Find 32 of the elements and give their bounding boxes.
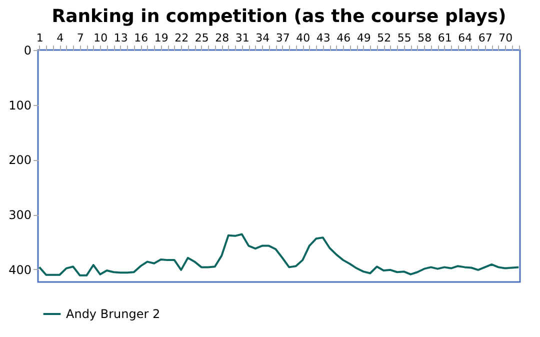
x-tick-label: 16: [134, 32, 148, 44]
x-tick-label: 13: [114, 32, 128, 44]
y-tick-label: 400: [8, 262, 32, 277]
x-tick-label: 58: [418, 32, 432, 44]
x-tick-label: 67: [478, 32, 492, 44]
x-tick-label: 64: [458, 32, 472, 44]
x-tick-label: 31: [235, 32, 250, 44]
x-tick-label: 34: [256, 32, 270, 44]
x-tick-label: 37: [276, 32, 290, 44]
x-tick-label: 28: [215, 32, 230, 44]
x-tick-label: 22: [174, 32, 189, 44]
x-tick-label: 19: [154, 32, 168, 44]
y-tick-label: 0: [24, 44, 32, 58]
x-tick-label: 25: [194, 32, 209, 44]
y-tick-label: 200: [8, 153, 32, 168]
y-tick-label: 300: [8, 208, 32, 222]
x-tick-label: 52: [377, 32, 392, 44]
x-tick-label: 4: [56, 32, 64, 44]
chart-title: Ranking in competition (as the course plays): [52, 6, 506, 27]
x-tick-label: 43: [316, 32, 330, 44]
x-tick-label: 40: [296, 32, 310, 44]
x-tick-label: 61: [438, 32, 452, 44]
x-tick-label: 55: [397, 32, 412, 44]
x-tick-label: 1: [36, 32, 44, 44]
y-tick-label: 100: [8, 98, 32, 112]
x-tick-label: 7: [76, 32, 84, 44]
x-tick-label: 10: [94, 32, 108, 44]
x-tick-label: 70: [498, 32, 513, 44]
x-tick-label: 49: [356, 32, 371, 44]
legend-label: Andy Brunger 2: [66, 307, 160, 321]
x-tick-label: 46: [336, 32, 351, 44]
line-series: [38, 233, 520, 276]
